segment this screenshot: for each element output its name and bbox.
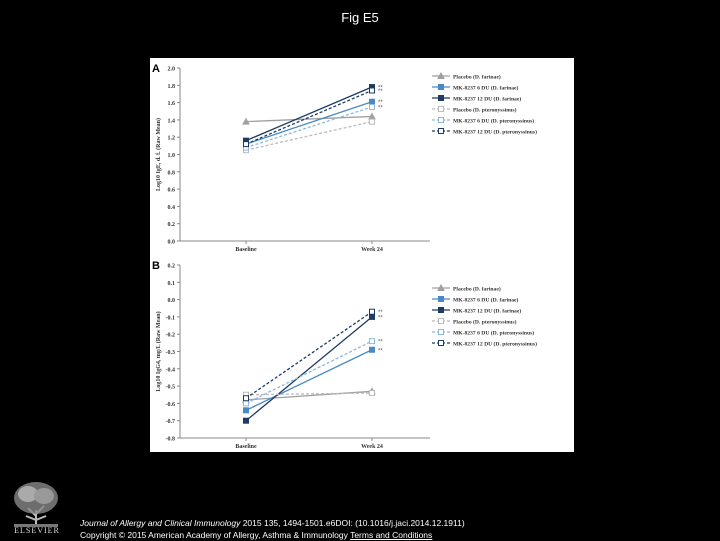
legend-marker (438, 84, 444, 90)
legend-marker (437, 71, 445, 79)
legend-label: MK-8237 12 DU (D. farinae) (453, 308, 521, 315)
significance-label: ** (378, 310, 383, 316)
y-tick-label: 0.0 (168, 240, 176, 246)
data-point (243, 400, 249, 407)
legend-marker (438, 117, 444, 123)
y-axis-label: Log10 IgG4, mg/L (Raw Mean) (155, 311, 162, 391)
significance-label: ** (378, 315, 383, 321)
citation-journal: Journal of Allergy and Clinical Immunolo… (80, 518, 241, 528)
x-tick-label: Week 24 (361, 247, 383, 253)
data-point (369, 308, 375, 315)
legend-label: Placebo (D. farinae) (453, 286, 501, 293)
citation: Journal of Allergy and Clinical Immunolo… (80, 517, 465, 541)
data-point (243, 417, 249, 424)
legend-marker (437, 283, 445, 291)
series-line (245, 89, 373, 145)
legend-label: Placebo (D. farinae) (453, 74, 501, 81)
significance-label: ** (378, 86, 383, 92)
y-tick-label: 1.2 (168, 136, 176, 142)
data-point (243, 407, 249, 414)
significance-label: ** (378, 340, 383, 346)
series-line (245, 316, 373, 422)
y-tick-label: -0.4 (166, 367, 176, 373)
series-line (245, 120, 373, 151)
data-point (369, 98, 375, 105)
legend-label: MK-8237 6 DU (D. pteronyssinus) (453, 118, 534, 125)
legend-marker (438, 95, 444, 101)
y-tick-label: 0.6 (168, 188, 176, 194)
y-tick-label: 1.0 (168, 153, 176, 159)
data-point (369, 346, 375, 353)
data-point (243, 395, 249, 402)
figure-panel: A 2.0 1.8 1.6 1.4 1.2 1.0 0.8 0.6 0.4 0.2 0.0 Log10 … (150, 58, 574, 452)
legend-label: MK-8237 12 DU (D. farinae) (453, 96, 521, 103)
slide-title: Fig E5 (341, 10, 379, 25)
citation-copyright: Copyright © 2015 American Academy of All… (80, 530, 351, 540)
series-line (245, 349, 373, 411)
y-tick-label: -0.6 (166, 402, 176, 408)
y-tick-label: 1.8 (168, 84, 176, 90)
citation-details: 2015 135, 1494-1501.e6DOI: (10.1016/j.ja… (240, 518, 465, 528)
series-line (245, 340, 373, 404)
x-tick-label: Baseline (235, 444, 257, 450)
series-line (245, 311, 373, 399)
legend-marker (438, 128, 444, 134)
panel-label: B (152, 260, 160, 272)
significance-label: ** (378, 105, 383, 111)
legend-label: MK-8237 12 DU (D. pteronyssinus) (453, 341, 537, 348)
x-tick-label: Baseline (235, 247, 257, 253)
y-tick-label: 0.8 (168, 170, 176, 176)
data-point (369, 390, 375, 397)
y-tick-label: -0.1 (166, 315, 176, 321)
data-point (242, 117, 250, 125)
terms-link[interactable]: Terms and Conditions (350, 530, 433, 540)
series-line (245, 86, 373, 142)
legend-label: MK-8237 6 DU (D. farinae) (453, 85, 519, 92)
y-tick-label: -0.2 (166, 333, 176, 339)
data-point (243, 141, 249, 148)
data-point (369, 338, 375, 345)
significance-label: ** (378, 348, 383, 354)
data-point (369, 103, 375, 110)
elsevier-tree-logo-icon (6, 476, 66, 536)
series-line (245, 101, 373, 145)
data-point (369, 87, 375, 94)
y-tick-label: 1.4 (168, 118, 176, 124)
series-line (245, 106, 373, 149)
y-tick-label: 0.1 (168, 281, 176, 287)
legend-label: Placebo (D. pteronyssinus) (453, 319, 517, 326)
y-tick-label: 1.6 (168, 101, 176, 107)
legend-marker (438, 318, 444, 324)
y-tick-label: -0.3 (166, 350, 176, 356)
y-tick-label: -0.8 (166, 437, 176, 443)
x-tick-label: Week 24 (361, 444, 383, 450)
y-tick-label: 0.2 (168, 264, 176, 270)
series-line (245, 392, 373, 396)
legend-label: MK-8237 6 DU (D. pteronyssinus) (453, 330, 534, 337)
legend-label: Placebo (D. pteronyssinus) (453, 107, 517, 114)
y-tick-label: 0.4 (168, 205, 176, 211)
figure-chart-svg: A 2.0 1.8 1.6 1.4 1.2 1.0 0.8 0.6 0.4 0.2 0.0 Log10 … (152, 63, 537, 450)
publisher-name: ELSEVIER (14, 526, 60, 535)
legend-marker (438, 307, 444, 313)
y-axis-label: Log10 IgE, d. f. (Raw Mean) (155, 118, 162, 191)
legend-label: MK-8237 6 DU (D. farinae) (453, 297, 519, 304)
series-line (245, 390, 373, 401)
y-tick-label: 2.0 (168, 67, 176, 73)
significance-label: ** (378, 100, 383, 106)
legend-label: MK-8237 12 DU (D. pteronyssinus) (453, 129, 537, 136)
y-tick-label: 0.0 (168, 298, 176, 304)
panel-label: A (152, 63, 160, 75)
significance-label: ** (378, 89, 383, 95)
y-tick-label: -0.5 (166, 385, 176, 391)
y-tick-label: 0.2 (168, 222, 176, 228)
legend-marker (438, 296, 444, 302)
data-point (369, 313, 375, 320)
legend-marker (438, 329, 444, 335)
legend-marker (438, 340, 444, 346)
data-point (369, 118, 375, 125)
legend-marker (438, 106, 444, 112)
y-tick-label: -0.7 (166, 419, 176, 425)
series-line (245, 115, 373, 123)
